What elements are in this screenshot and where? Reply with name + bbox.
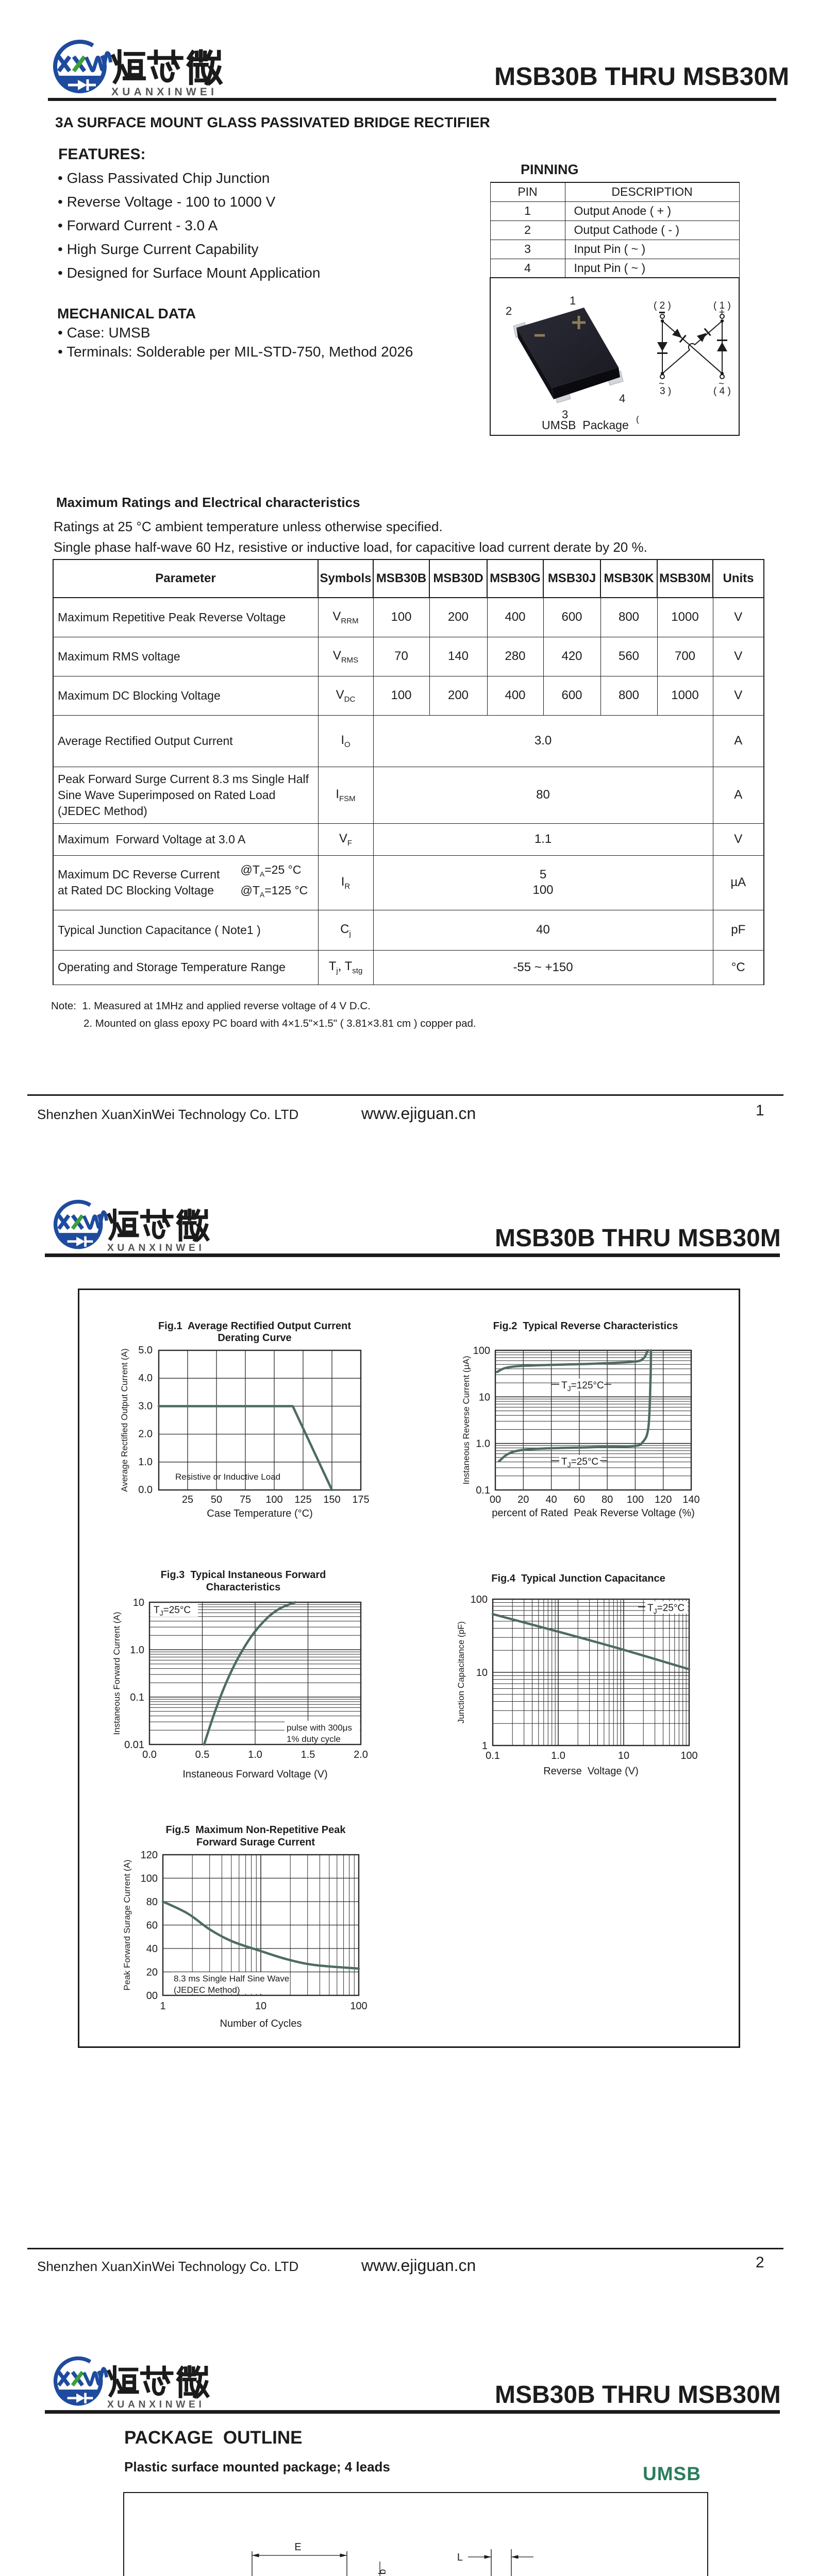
svg-text:1.0: 1.0 bbox=[476, 1438, 490, 1450]
svg-text:100: 100 bbox=[473, 1345, 490, 1357]
svg-text:1.0: 1.0 bbox=[130, 1645, 144, 1656]
svg-text:percent of Rated Peak Reverse: percent of Rated Peak Reverse Voltage (%… bbox=[492, 1507, 695, 1519]
svg-text:XUANXINWEI: XUANXINWEI bbox=[107, 1243, 205, 1253]
svg-text:Number of Cycles: Number of Cycles bbox=[220, 2018, 302, 2029]
svg-text:25: 25 bbox=[182, 1494, 193, 1505]
svg-text:XUANXINWEI: XUANXINWEI bbox=[111, 86, 218, 98]
svg-text:1.0: 1.0 bbox=[248, 1749, 262, 1760]
svg-text:Characteristics: Characteristics bbox=[206, 1582, 281, 1593]
svg-text:TJ=25°C: TJ=25°C bbox=[154, 1605, 191, 1617]
svg-text:100: 100 bbox=[141, 1873, 158, 1885]
svg-text:Peak Forward Surage Current (A: Peak Forward Surage Current (A) bbox=[122, 1859, 132, 1990]
svg-text:E: E bbox=[294, 2541, 301, 2553]
svg-text:80: 80 bbox=[602, 1494, 613, 1505]
svg-text:175: 175 bbox=[352, 1494, 369, 1505]
svg-text:Forward Surage Current: Forward Surage Current bbox=[196, 1837, 315, 1848]
svg-text:150: 150 bbox=[323, 1494, 340, 1505]
svg-text:125: 125 bbox=[294, 1494, 311, 1505]
svg-text:00: 00 bbox=[490, 1494, 501, 1505]
svg-text:Instaneous Forward Current (A): Instaneous Forward Current (A) bbox=[112, 1612, 122, 1735]
svg-text:~: ~ bbox=[659, 379, 664, 389]
svg-text:0.0: 0.0 bbox=[138, 1484, 153, 1496]
svg-text:10: 10 bbox=[479, 1392, 490, 1403]
svg-text:Reverse Voltage (V): Reverse Voltage (V) bbox=[543, 1766, 639, 1777]
svg-text:120: 120 bbox=[655, 1494, 672, 1505]
svg-text:0.1: 0.1 bbox=[486, 1750, 500, 1761]
svg-text:( 1 ): ( 1 ) bbox=[713, 300, 731, 311]
svg-text:Derating Curve: Derating Curve bbox=[218, 1332, 291, 1344]
svg-text:pulse with 300μs: pulse with 300μs bbox=[287, 1723, 352, 1733]
svg-text:1.0: 1.0 bbox=[551, 1750, 565, 1761]
svg-text:UMSB Package: UMSB Package bbox=[542, 418, 629, 432]
svg-text:(JEDEC Method): (JEDEC Method) bbox=[174, 1985, 240, 1995]
svg-text:2: 2 bbox=[506, 304, 512, 317]
svg-text:~: ~ bbox=[719, 379, 724, 389]
svg-text:100: 100 bbox=[680, 1750, 697, 1761]
svg-text:Fig.5 Maximum Non-Repetitive: Fig.5 Maximum Non-Repetitive Peak bbox=[166, 1824, 346, 1836]
svg-text:Fig.3 Typical Instaneous Forw: Fig.3 Typical Instaneous Forward bbox=[161, 1569, 326, 1581]
svg-text:100: 100 bbox=[627, 1494, 644, 1505]
svg-text:1% duty cycle: 1% duty cycle bbox=[287, 1734, 341, 1744]
svg-text:3 ): 3 ) bbox=[660, 386, 671, 397]
svg-text:5.0: 5.0 bbox=[138, 1345, 153, 1356]
svg-text:40: 40 bbox=[545, 1494, 557, 1505]
svg-text:140: 140 bbox=[682, 1494, 699, 1505]
svg-text:8.3 ms Single Half Sine Wave: 8.3 ms Single Half Sine Wave bbox=[174, 1974, 289, 1984]
svg-text:100: 100 bbox=[350, 2001, 367, 2012]
svg-text:( 2 ): ( 2 ) bbox=[654, 300, 671, 311]
svg-text:0.01: 0.01 bbox=[124, 1739, 144, 1751]
svg-text:75: 75 bbox=[240, 1494, 251, 1505]
svg-text:4: 4 bbox=[619, 392, 625, 405]
svg-text:00: 00 bbox=[146, 1990, 158, 2002]
svg-text:10: 10 bbox=[618, 1750, 629, 1761]
svg-text:1: 1 bbox=[160, 2001, 165, 2012]
svg-text:TJ=25°C: TJ=25°C bbox=[561, 1456, 598, 1469]
svg-text:0.5: 0.5 bbox=[195, 1749, 210, 1760]
svg-text:3.0: 3.0 bbox=[138, 1400, 153, 1412]
svg-text:40: 40 bbox=[146, 1943, 158, 1955]
svg-text:100: 100 bbox=[265, 1494, 282, 1505]
svg-text:0.1: 0.1 bbox=[130, 1692, 144, 1703]
svg-text:L: L bbox=[457, 2552, 463, 2563]
svg-text:TJ=25°C: TJ=25°C bbox=[647, 1603, 685, 1615]
svg-text:80: 80 bbox=[146, 1896, 158, 1908]
svg-text:+: + bbox=[719, 307, 725, 318]
svg-text:Resistive or Inductive Load: Resistive or Inductive Load bbox=[175, 1472, 280, 1482]
svg-text:0.1: 0.1 bbox=[476, 1485, 490, 1496]
svg-text:60: 60 bbox=[574, 1494, 585, 1505]
svg-text:Instaneous Forward Voltage (V): Instaneous Forward Voltage (V) bbox=[182, 1769, 327, 1780]
svg-text:b: b bbox=[377, 2569, 388, 2575]
svg-text:1: 1 bbox=[570, 294, 576, 307]
svg-text:20: 20 bbox=[146, 1967, 158, 1978]
svg-text:120: 120 bbox=[141, 1850, 158, 1861]
svg-text:Junction Capacitance (pF): Junction Capacitance (pF) bbox=[456, 1621, 466, 1723]
svg-text:60: 60 bbox=[146, 1920, 158, 1931]
svg-text:0.0: 0.0 bbox=[142, 1749, 157, 1760]
svg-text:Instaneous Reverse Current (μA: Instaneous Reverse Current (μA) bbox=[461, 1356, 471, 1485]
svg-text:Average Rectified Output Curre: Average Rectified Output Current (A) bbox=[120, 1348, 129, 1492]
svg-text:4.0: 4.0 bbox=[138, 1372, 153, 1384]
svg-text:Fig.4 Typical Junction Capaci: Fig.4 Typical Junction Capacitance bbox=[491, 1573, 665, 1584]
svg-text:Fig.2 Typical Reverse Charact: Fig.2 Typical Reverse Characteristics bbox=[493, 1320, 678, 1332]
svg-text:Fig.1 Average Rectified Outpu: Fig.1 Average Rectified Output Current bbox=[158, 1320, 351, 1332]
svg-text:1.0: 1.0 bbox=[138, 1456, 153, 1468]
svg-text:2.0: 2.0 bbox=[354, 1749, 368, 1760]
svg-text:10: 10 bbox=[476, 1667, 488, 1679]
svg-text:3: 3 bbox=[562, 408, 568, 421]
svg-text:XUANXINWEI: XUANXINWEI bbox=[107, 2399, 205, 2410]
svg-text:Case Temperature (°C): Case Temperature (°C) bbox=[207, 1508, 312, 1519]
svg-text:( 4 ): ( 4 ) bbox=[713, 386, 731, 397]
svg-text:20: 20 bbox=[517, 1494, 529, 1505]
svg-text:10: 10 bbox=[133, 1597, 144, 1608]
svg-text:10: 10 bbox=[255, 2001, 266, 2012]
svg-text:100: 100 bbox=[471, 1594, 488, 1605]
svg-text:1: 1 bbox=[482, 1740, 488, 1752]
svg-text:(: ( bbox=[636, 414, 639, 424]
svg-text:50: 50 bbox=[211, 1494, 222, 1505]
svg-text:2.0: 2.0 bbox=[138, 1429, 153, 1440]
svg-text:1.5: 1.5 bbox=[301, 1749, 315, 1760]
